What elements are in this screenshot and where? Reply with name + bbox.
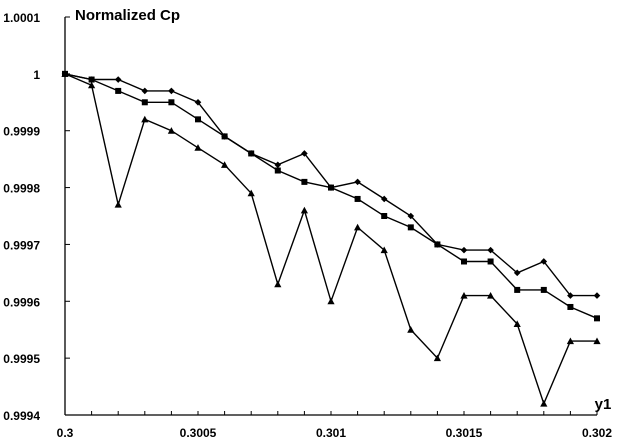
- data-point-square: [88, 76, 95, 83]
- axes: 0.9994 0.9995 0.9996 0.9997 0.9998 0.9999 1 1.0…: [3, 11, 612, 440]
- x-tick-label: 0.3015: [446, 426, 483, 440]
- data-point-square: [461, 258, 467, 265]
- data-point-square: [434, 241, 441, 248]
- data-point-square: [141, 99, 148, 106]
- data-point-square: [328, 184, 334, 191]
- y-tick-label: 0.9999: [3, 125, 40, 139]
- data-point-diamond: [168, 87, 175, 95]
- data-point-square: [301, 178, 308, 185]
- data-point-triangle: [300, 206, 308, 214]
- data-point-square: [115, 87, 122, 94]
- data-point-triangle: [566, 337, 574, 345]
- data-point-triangle: [114, 201, 122, 208]
- data-point-diamond: [141, 87, 149, 95]
- data-point-triangle: [141, 115, 149, 123]
- y-tick-label: 0.9996: [3, 295, 40, 309]
- data-point-triangle: [354, 223, 362, 231]
- data-point-square: [221, 133, 228, 140]
- data-point-triangle: [487, 292, 495, 299]
- y-tick-label: 0.9995: [3, 352, 40, 366]
- y-tick-label: 1.0001: [3, 11, 40, 25]
- data-point-diamond: [487, 246, 494, 254]
- data-point-square: [567, 303, 574, 310]
- x-tick-label: 0.3005: [180, 426, 217, 440]
- data-point-triangle: [221, 161, 229, 168]
- data-point-diamond: [460, 246, 468, 254]
- data-point-triangle: [274, 280, 282, 288]
- data-point-triangle: [247, 189, 255, 197]
- data-point-diamond: [513, 269, 521, 277]
- y-tick-label: 0.9994: [3, 409, 40, 423]
- data-point-triangle: [194, 144, 202, 151]
- data-point-triangle: [593, 337, 601, 345]
- data-point-diamond: [114, 76, 122, 83]
- data-point-square: [594, 315, 600, 322]
- data-point-square: [248, 150, 255, 157]
- x-tick-label: 0.302: [582, 426, 612, 440]
- data-point-diamond: [354, 178, 361, 186]
- data-point-square: [168, 99, 175, 106]
- data-point-diamond: [274, 161, 282, 169]
- data-point-square: [540, 286, 547, 293]
- data-point-square: [514, 286, 521, 293]
- data-point-triangle: [540, 400, 548, 407]
- x-axis-label: y1: [595, 396, 612, 413]
- data-point-square: [407, 224, 414, 231]
- data-point-triangle: [513, 320, 521, 328]
- data-point-triangle: [167, 127, 175, 134]
- series-layer: [61, 70, 601, 407]
- data-point-triangle: [407, 326, 415, 333]
- data-point-triangle: [460, 292, 468, 299]
- x-tick-label: 0.301: [316, 426, 346, 440]
- series-line-2: [64, 73, 598, 319]
- data-point-diamond: [593, 292, 601, 299]
- data-point-triangle: [327, 297, 335, 305]
- x-tick-label: 0.3: [57, 426, 74, 440]
- data-point-square: [195, 116, 201, 123]
- data-point-square: [354, 195, 361, 202]
- data-point-square: [381, 213, 388, 219]
- chart-title: Normalized Cp: [75, 7, 180, 24]
- data-point-diamond: [194, 98, 202, 106]
- y-tick-label: 0.9998: [3, 182, 40, 196]
- y-tick-label: 1: [33, 68, 40, 82]
- data-point-triangle: [433, 354, 441, 362]
- data-point-diamond: [380, 195, 388, 203]
- data-point-triangle: [61, 70, 69, 77]
- data-point-diamond: [567, 292, 574, 299]
- y-tick-label: 0.9997: [3, 238, 40, 252]
- data-point-diamond: [407, 212, 415, 220]
- series-line-3: [64, 73, 597, 406]
- data-point-diamond: [301, 150, 308, 157]
- data-point-square: [487, 258, 494, 265]
- data-point-diamond: [540, 258, 548, 265]
- data-point-triangle: [88, 81, 96, 89]
- data-point-triangle: [380, 246, 388, 254]
- data-point-square: [274, 167, 281, 174]
